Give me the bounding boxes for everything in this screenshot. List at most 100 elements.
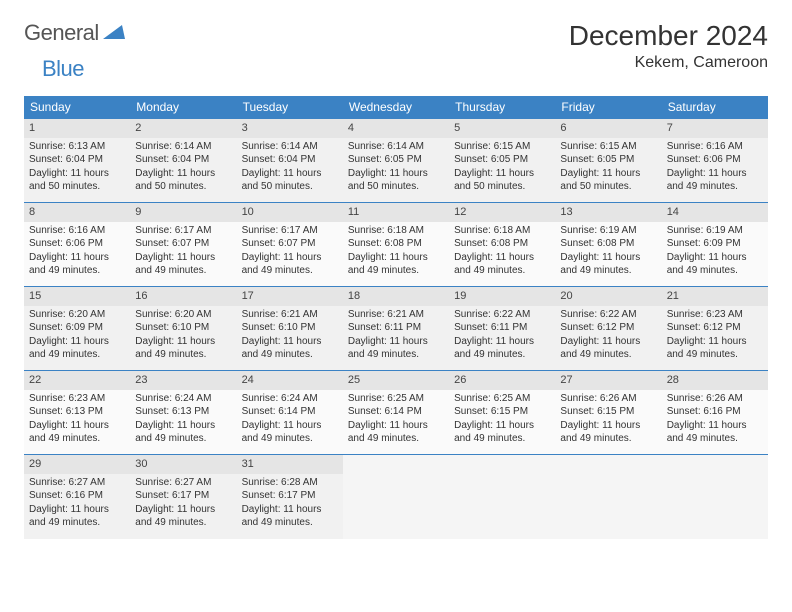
- daylight-text: Daylight: 11 hours and 49 minutes.: [135, 503, 231, 530]
- sunrise-text: Sunrise: 6:15 AM: [560, 140, 656, 154]
- empty-cell: [343, 455, 449, 539]
- sunset-text: Sunset: 6:04 PM: [29, 153, 125, 167]
- day-cell: 6Sunrise: 6:15 AMSunset: 6:05 PMDaylight…: [555, 119, 661, 203]
- daylight-text: Daylight: 11 hours and 49 minutes.: [242, 503, 338, 530]
- day-number: 29: [24, 455, 130, 474]
- empty-cell: [662, 455, 768, 539]
- sunset-text: Sunset: 6:15 PM: [560, 405, 656, 419]
- sunset-text: Sunset: 6:13 PM: [29, 405, 125, 419]
- day-cell: 19Sunrise: 6:22 AMSunset: 6:11 PMDayligh…: [449, 287, 555, 371]
- week-row: 8Sunrise: 6:16 AMSunset: 6:06 PMDaylight…: [24, 203, 768, 287]
- daylight-text: Daylight: 11 hours and 49 minutes.: [29, 335, 125, 362]
- day-header: Friday: [555, 96, 661, 119]
- sunset-text: Sunset: 6:17 PM: [242, 489, 338, 503]
- calendar-table: SundayMondayTuesdayWednesdayThursdayFrid…: [24, 96, 768, 539]
- sunset-text: Sunset: 6:05 PM: [454, 153, 550, 167]
- day-cell: 22 Sunrise: 6:23 AMSunset: 6:13 PMDayligh…: [24, 371, 130, 455]
- daylight-text: Daylight: 11 hours and 50 minutes.: [135, 167, 231, 194]
- day-cell: 15Sunrise: 6:20 AMSunset: 6:09 PMDayligh…: [24, 287, 130, 371]
- sunrise-text: Sunrise: 6:23 AM: [667, 308, 763, 322]
- sunset-text: Sunset: 6:09 PM: [29, 321, 125, 335]
- day-number: 30: [130, 455, 236, 474]
- day-number: 24: [237, 371, 343, 390]
- sunset-text: Sunset: 6:12 PM: [667, 321, 763, 335]
- sunrise-text: Sunrise: 6:25 AM: [454, 392, 550, 406]
- sunset-text: Sunset: 6:16 PM: [667, 405, 763, 419]
- sunset-text: Sunset: 6:06 PM: [667, 153, 763, 167]
- day-header: Monday: [130, 96, 236, 119]
- daylight-text: Daylight: 11 hours and 49 minutes.: [560, 419, 656, 446]
- daylight-text: Daylight: 11 hours and 49 minutes.: [242, 419, 338, 446]
- day-number: 14: [662, 203, 768, 222]
- day-number: 22: [24, 371, 130, 390]
- daylight-text: Daylight: 11 hours and 49 minutes.: [348, 419, 444, 446]
- sunrise-text: Sunrise: 6:26 AM: [667, 392, 763, 406]
- day-header: Thursday: [449, 96, 555, 119]
- daylight-text: Daylight: 11 hours and 49 minutes.: [242, 335, 338, 362]
- sunset-text: Sunset: 6:05 PM: [348, 153, 444, 167]
- sunset-text: Sunset: 6:17 PM: [135, 489, 231, 503]
- day-cell: 17 Sunrise: 6:21 AMSunset: 6:10 PMDayligh…: [237, 287, 343, 371]
- week-row: 22Sunrise: 6:23 AMSunset: 6:13 PMDayligh…: [24, 371, 768, 455]
- sunrise-text: Sunrise: 6:27 AM: [135, 476, 231, 490]
- day-cell: 31Sunrise: 6:28 AMSunset: 6:17 PMDayligh…: [237, 455, 343, 539]
- day-header-row: SundayMondayTuesdayWednesdayThursdayFrid…: [24, 96, 768, 119]
- day-cell: 7 Sunrise: 6:16 AMSunset: 6:06 PMDaylight…: [662, 119, 768, 203]
- sunset-text: Sunset: 6:08 PM: [454, 237, 550, 251]
- week-row: 1Sunrise: 6:13 AMSunset: 6:04 PMDaylight…: [24, 119, 768, 203]
- daylight-text: Daylight: 11 hours and 49 minutes.: [667, 251, 763, 278]
- day-cell: 21Sunrise: 6:23 AMSunset: 6:12 PMDayligh…: [662, 287, 768, 371]
- day-cell: 10Sunrise: 6:17 AMSunset: 6:07 PMDayligh…: [237, 203, 343, 287]
- day-number: 7: [662, 119, 768, 138]
- daylight-text: Daylight: 11 hours and 49 minutes.: [29, 503, 125, 530]
- sunset-text: Sunset: 6:08 PM: [348, 237, 444, 251]
- daylight-text: Daylight: 11 hours and 49 minutes.: [667, 419, 763, 446]
- daylight-text: Daylight: 11 hours and 49 minutes.: [135, 335, 231, 362]
- sunrise-text: Sunrise: 6:16 AM: [667, 140, 763, 154]
- sunrise-text: Sunrise: 6:15 AM: [454, 140, 550, 154]
- day-number: 13: [555, 203, 661, 222]
- logo-text-2: Blue: [42, 56, 84, 81]
- sunrise-text: Sunrise: 6:20 AM: [135, 308, 231, 322]
- daylight-text: Daylight: 11 hours and 49 minutes.: [454, 419, 550, 446]
- day-number: 27: [555, 371, 661, 390]
- sunrise-text: Sunrise: 6:17 AM: [242, 224, 338, 238]
- daylight-text: Daylight: 11 hours and 49 minutes.: [29, 419, 125, 446]
- day-number: 17: [237, 287, 343, 306]
- daylight-text: Daylight: 11 hours and 49 minutes.: [667, 167, 763, 194]
- empty-cell: [449, 455, 555, 539]
- week-row: 15Sunrise: 6:20 AMSunset: 6:09 PMDayligh…: [24, 287, 768, 371]
- day-header: Wednesday: [343, 96, 449, 119]
- sunrise-text: Sunrise: 6:23 AM: [29, 392, 125, 406]
- sunrise-text: Sunrise: 6:24 AM: [135, 392, 231, 406]
- day-number: 3: [237, 119, 343, 138]
- daylight-text: Daylight: 11 hours and 49 minutes.: [667, 335, 763, 362]
- empty-cell: [555, 455, 661, 539]
- daylight-text: Daylight: 11 hours and 49 minutes.: [348, 251, 444, 278]
- sunset-text: Sunset: 6:07 PM: [135, 237, 231, 251]
- day-cell: 30 Sunrise: 6:27 AMSunset: 6:17 PMDayligh…: [130, 455, 236, 539]
- day-cell: 13Sunrise: 6:19 AMSunset: 6:08 PMDayligh…: [555, 203, 661, 287]
- daylight-text: Daylight: 11 hours and 50 minutes.: [454, 167, 550, 194]
- sunset-text: Sunset: 6:05 PM: [560, 153, 656, 167]
- sunrise-text: Sunrise: 6:21 AM: [242, 308, 338, 322]
- sunset-text: Sunset: 6:04 PM: [135, 153, 231, 167]
- day-header: Tuesday: [237, 96, 343, 119]
- day-cell: 27Sunrise: 6:26 AMSunset: 6:15 PMDayligh…: [555, 371, 661, 455]
- logo: General: [24, 20, 127, 46]
- daylight-text: Daylight: 11 hours and 50 minutes.: [29, 167, 125, 194]
- sunrise-text: Sunrise: 6:14 AM: [242, 140, 338, 154]
- day-cell: 26Sunrise: 6:25 AMSunset: 6:15 PMDayligh…: [449, 371, 555, 455]
- sunrise-text: Sunrise: 6:21 AM: [348, 308, 444, 322]
- day-number: 12: [449, 203, 555, 222]
- sunset-text: Sunset: 6:11 PM: [454, 321, 550, 335]
- daylight-text: Daylight: 11 hours and 50 minutes.: [242, 167, 338, 194]
- sunset-text: Sunset: 6:09 PM: [667, 237, 763, 251]
- sunset-text: Sunset: 6:07 PM: [242, 237, 338, 251]
- daylight-text: Daylight: 11 hours and 49 minutes.: [29, 251, 125, 278]
- sunset-text: Sunset: 6:10 PM: [242, 321, 338, 335]
- logo-triangle-icon: [103, 23, 125, 44]
- day-cell: 16Sunrise: 6:20 AMSunset: 6:10 PMDayligh…: [130, 287, 236, 371]
- day-cell: 20Sunrise: 6:22 AMSunset: 6:12 PMDayligh…: [555, 287, 661, 371]
- sunset-text: Sunset: 6:06 PM: [29, 237, 125, 251]
